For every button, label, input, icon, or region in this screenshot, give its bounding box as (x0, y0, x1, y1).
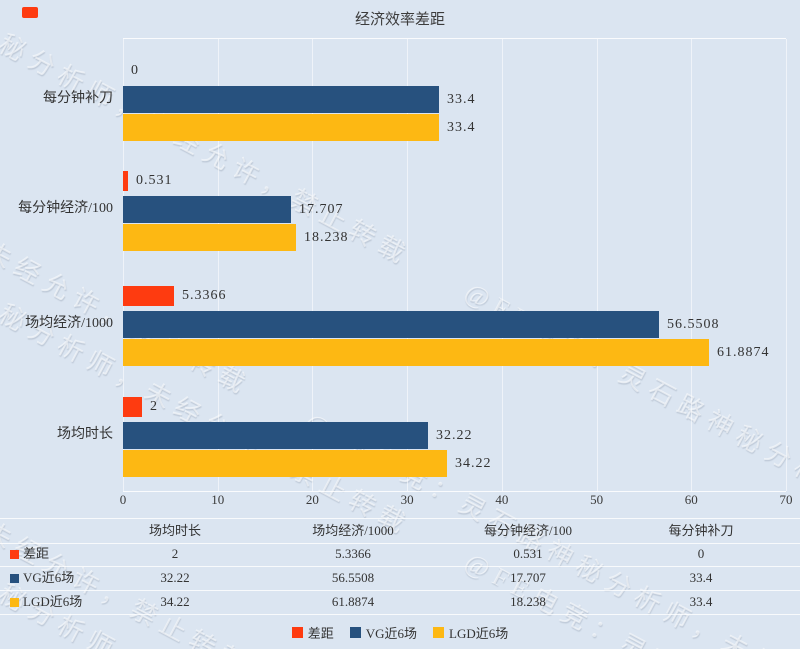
series-color-swatch (10, 573, 19, 583)
bar-差距 (123, 397, 142, 417)
x-tick-label: 30 (400, 492, 414, 507)
category-label: 每分钟补刀 (43, 91, 113, 106)
legend-label: 差距 (307, 625, 334, 641)
table-cell: 34.22 (160, 594, 190, 609)
bar-VG近6场 (123, 196, 291, 223)
gridline (596, 39, 598, 491)
table-row-label: 差距 (10, 542, 128, 566)
legend-item: LGD近6场 (433, 623, 508, 642)
bar-LGD近6场 (123, 450, 447, 477)
table-cell: 33.4 (689, 594, 713, 609)
gridline (312, 39, 314, 491)
corner-red-mark (22, 7, 38, 18)
table-cell: 61.8874 (331, 594, 375, 609)
x-tick-label: 20 (305, 492, 319, 507)
x-tick-label: 70 (779, 492, 793, 507)
x-tick-label: 50 (590, 492, 604, 507)
gridline (691, 39, 693, 491)
category-label: 场均经济/1000 (25, 316, 113, 331)
bar-VG近6场 (123, 86, 439, 113)
gridline (786, 39, 787, 491)
bar-value-label: 33.4 (447, 92, 476, 107)
x-tick-label: 40 (495, 492, 509, 507)
bar-LGD近6场 (123, 224, 296, 251)
bar-LGD近6场 (123, 114, 439, 141)
bar-value-label: 18.238 (304, 230, 349, 245)
bar-value-label: 2 (150, 399, 158, 414)
table-cell: 2 (171, 546, 179, 561)
table-row-label: VG近6场 (10, 566, 128, 590)
x-tick-label: 60 (684, 492, 698, 507)
gridline (407, 39, 409, 491)
gridline (501, 39, 503, 491)
legend-swatch (291, 626, 303, 638)
table-row: 差距 2 5.3366 0.531 0 (0, 542, 800, 567)
gridline (217, 39, 219, 491)
table-cell: 18.238 (510, 594, 546, 609)
category-label: 每分钟经济/100 (18, 201, 113, 216)
bar-value-label: 17.707 (299, 202, 344, 217)
legend-swatch (349, 626, 361, 638)
table-cell: 5.3366 (335, 546, 371, 561)
legend-label: LGD近6场 (449, 625, 509, 641)
table-cell: 0 (697, 546, 705, 561)
table-header-cell: 每分钟补刀 (668, 523, 734, 538)
table-cell: 0.531 (513, 546, 543, 561)
table-row-label: LGD近6场 (10, 590, 128, 614)
table-cell: 33.4 (689, 570, 713, 585)
bar-value-label: 32.22 (436, 428, 473, 443)
series-name: 差距 (23, 546, 50, 561)
bar-value-label: 61.8874 (717, 345, 770, 360)
category-label: 场均时长 (57, 427, 113, 442)
table-cell: 32.22 (160, 570, 190, 585)
bar-value-label: 5.3366 (182, 288, 227, 303)
bar-value-label: 0 (131, 63, 139, 78)
bar-value-label: 0.531 (136, 173, 173, 188)
gridline (123, 39, 124, 491)
table-header-row: 场均时长 场均经济/1000 每分钟经济/100 每分钟补刀 (0, 518, 800, 544)
bar-差距 (123, 171, 128, 191)
x-tick-label: 0 (119, 492, 127, 507)
bar-VG近6场 (123, 422, 428, 449)
series-name: VG近6场 (23, 570, 75, 585)
table-cell: 56.5508 (331, 570, 375, 585)
bar-VG近6场 (123, 311, 659, 338)
table-row: VG近6场 32.22 56.5508 17.707 33.4 (0, 566, 800, 591)
x-tick-label: 10 (211, 492, 225, 507)
series-color-swatch (10, 549, 19, 559)
table-row: LGD近6场 34.22 61.8874 18.238 33.4 (0, 590, 800, 615)
table-cell: 17.707 (510, 570, 546, 585)
table-header-cell: 场均经济/1000 (312, 523, 394, 538)
series-color-swatch (10, 597, 19, 607)
table-header-cell: 场均时长 (148, 523, 201, 538)
legend-label: VG近6场 (365, 625, 418, 641)
series-name: LGD近6场 (23, 594, 83, 609)
legend-item: 差距 (291, 623, 334, 642)
bar-差距 (123, 286, 174, 306)
legend-swatch (433, 626, 445, 638)
table-header-cell: 每分钟经济/100 (483, 523, 573, 538)
bar-LGD近6场 (123, 339, 709, 366)
plot-area: 0 33.4 33.4 0.531 17.707 18.238 5.3366 56.5508 6… (123, 38, 787, 492)
bar-value-label: 33.4 (447, 120, 476, 135)
legend-item: VG近6场 (349, 623, 418, 642)
chart-legend: 差距 VG近6场 LGD近6场 (0, 620, 800, 644)
bar-value-label: 34.22 (455, 456, 492, 471)
chart-title: 经济效率差距 (354, 12, 445, 28)
bar-value-label: 56.5508 (667, 317, 720, 332)
